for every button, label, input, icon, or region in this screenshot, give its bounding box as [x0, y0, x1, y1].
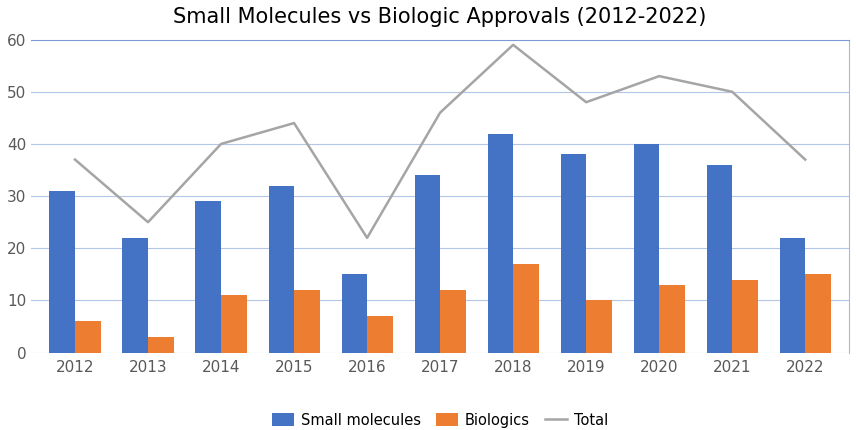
- Bar: [659, 285, 685, 353]
- Bar: [221, 295, 247, 353]
- Bar: [561, 154, 586, 353]
- Title: Small Molecules vs Biologic Approvals (2012-2022): Small Molecules vs Biologic Approvals (2…: [174, 7, 707, 27]
- Total: [435, 110, 445, 115]
- Bar: [707, 165, 732, 353]
- Bar: [195, 201, 221, 353]
- Bar: [513, 264, 538, 353]
- Line: Total: Total: [75, 45, 805, 238]
- Bar: [414, 175, 440, 353]
- Total: [800, 157, 811, 162]
- Bar: [780, 238, 805, 353]
- Total: [216, 141, 226, 147]
- Bar: [294, 290, 319, 353]
- Bar: [367, 316, 393, 353]
- Legend: Small molecules, Biologics, Total: Small molecules, Biologics, Total: [266, 407, 614, 430]
- Bar: [440, 290, 466, 353]
- Bar: [269, 186, 294, 353]
- Bar: [488, 133, 513, 353]
- Bar: [805, 274, 831, 353]
- Bar: [586, 301, 612, 353]
- Total: [70, 157, 80, 162]
- Total: [362, 235, 372, 240]
- Bar: [50, 191, 75, 353]
- Total: [654, 74, 664, 79]
- Total: [581, 100, 591, 105]
- Total: [508, 42, 518, 47]
- Bar: [148, 337, 174, 353]
- Total: [143, 220, 153, 225]
- Bar: [732, 280, 758, 353]
- Bar: [342, 274, 367, 353]
- Bar: [75, 321, 100, 353]
- Total: [727, 89, 737, 94]
- Bar: [122, 238, 148, 353]
- Total: [289, 120, 300, 126]
- Bar: [633, 144, 659, 353]
